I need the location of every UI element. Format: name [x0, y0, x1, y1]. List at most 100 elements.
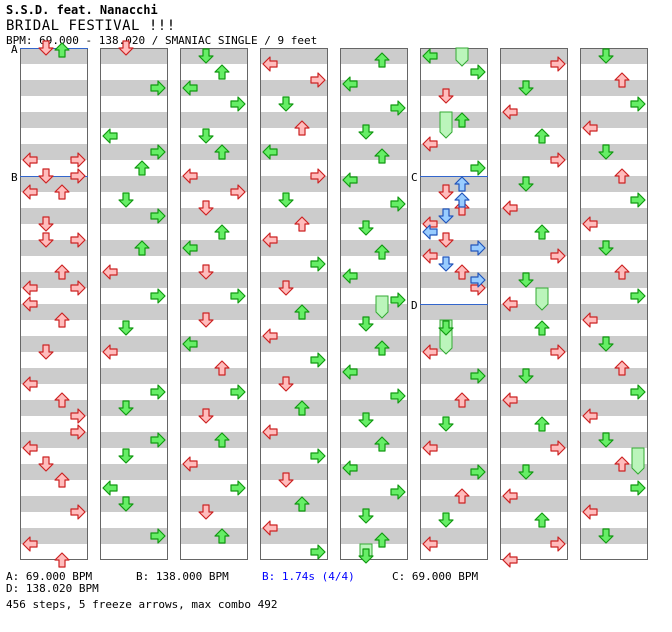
down-arrow-note — [118, 400, 134, 416]
right-arrow-note — [470, 240, 486, 256]
beat-band — [100, 528, 168, 544]
down-arrow-note — [438, 88, 454, 104]
left-arrow-note — [262, 56, 278, 72]
left-arrow-note — [182, 456, 198, 472]
beat-band — [100, 368, 168, 384]
up-arrow-note — [54, 42, 70, 58]
up-arrow-note — [54, 184, 70, 200]
beat-band — [180, 400, 248, 416]
down-arrow-note — [358, 316, 374, 332]
right-arrow-note — [310, 168, 326, 184]
left-arrow-note — [582, 312, 598, 328]
right-arrow-note — [70, 408, 86, 424]
beat-band — [180, 336, 248, 352]
song-title: BRIDAL FESTIVAL !!! — [6, 18, 176, 34]
beat-band — [420, 304, 488, 320]
left-arrow-note — [22, 280, 38, 296]
down-arrow-note — [118, 192, 134, 208]
beat-band — [260, 80, 328, 96]
left-arrow-note — [422, 224, 438, 240]
down-arrow-note — [118, 320, 134, 336]
left-arrow-note — [22, 152, 38, 168]
song-artist: S.S.D. feat. Nanacchi — [6, 3, 158, 17]
right-arrow-note — [230, 184, 246, 200]
down-arrow-note — [278, 280, 294, 296]
left-arrow-note — [502, 392, 518, 408]
beat-band — [420, 368, 488, 384]
beat-band — [500, 400, 568, 416]
up-arrow-note — [294, 216, 310, 232]
up-arrow-note — [54, 264, 70, 280]
beat-band — [340, 336, 408, 352]
beat-band — [420, 528, 488, 544]
down-arrow-note — [518, 176, 534, 192]
left-arrow-note — [502, 296, 518, 312]
beat-band — [580, 48, 648, 64]
beat-band — [500, 464, 568, 480]
down-arrow-note — [438, 208, 454, 224]
beat-band — [580, 432, 648, 448]
column-border — [260, 48, 328, 560]
beat-band — [580, 368, 648, 384]
left-arrow-note — [342, 172, 358, 188]
down-arrow-note — [118, 40, 134, 56]
left-arrow-note — [422, 440, 438, 456]
beat-band — [340, 48, 408, 64]
down-arrow-note — [598, 48, 614, 64]
right-arrow-note — [470, 368, 486, 384]
down-arrow-note — [598, 432, 614, 448]
beat-band — [580, 400, 648, 416]
up-arrow-note — [454, 488, 470, 504]
beat-band — [580, 112, 648, 128]
down-arrow-note — [38, 40, 54, 56]
right-arrow-note — [150, 288, 166, 304]
beat-band — [260, 336, 328, 352]
down-arrow-note — [358, 508, 374, 524]
down-arrow-note — [438, 416, 454, 432]
up-arrow-note — [454, 264, 470, 280]
beat-band — [420, 240, 488, 256]
section-marker-label: D — [411, 299, 418, 312]
right-arrow-note — [470, 64, 486, 80]
right-arrow-note — [310, 544, 326, 560]
down-arrow-note — [598, 528, 614, 544]
up-arrow-note — [214, 64, 230, 80]
beat-band — [260, 176, 328, 192]
beat-band — [340, 304, 408, 320]
down-arrow-note — [278, 472, 294, 488]
up-arrow-note — [134, 160, 150, 176]
left-arrow-note — [422, 536, 438, 552]
left-arrow-note — [422, 48, 438, 64]
beat-band — [100, 464, 168, 480]
up-arrow-note — [54, 312, 70, 328]
down-arrow-note — [598, 336, 614, 352]
right-arrow-note — [70, 232, 86, 248]
up-arrow-note — [614, 360, 630, 376]
beat-band — [100, 208, 168, 224]
beat-band — [260, 368, 328, 384]
beat-band — [260, 528, 328, 544]
down-arrow-note — [438, 320, 454, 336]
beat-band — [100, 400, 168, 416]
beat-band — [580, 464, 648, 480]
left-arrow-note — [102, 264, 118, 280]
right-arrow-note — [150, 80, 166, 96]
beat-band — [180, 432, 248, 448]
left-arrow-note — [582, 216, 598, 232]
right-arrow-note — [550, 344, 566, 360]
beat-band — [420, 208, 488, 224]
up-arrow-note — [294, 120, 310, 136]
up-arrow-note — [214, 224, 230, 240]
beat-band — [340, 144, 408, 160]
beat-band — [260, 304, 328, 320]
beat-band — [580, 272, 648, 288]
beat-band — [260, 112, 328, 128]
beat-band — [340, 208, 408, 224]
beat-band — [580, 144, 648, 160]
right-arrow-note — [630, 96, 646, 112]
beat-band — [500, 368, 568, 384]
beat-band — [180, 80, 248, 96]
up-arrow-note — [374, 52, 390, 68]
beat-band — [420, 496, 488, 512]
